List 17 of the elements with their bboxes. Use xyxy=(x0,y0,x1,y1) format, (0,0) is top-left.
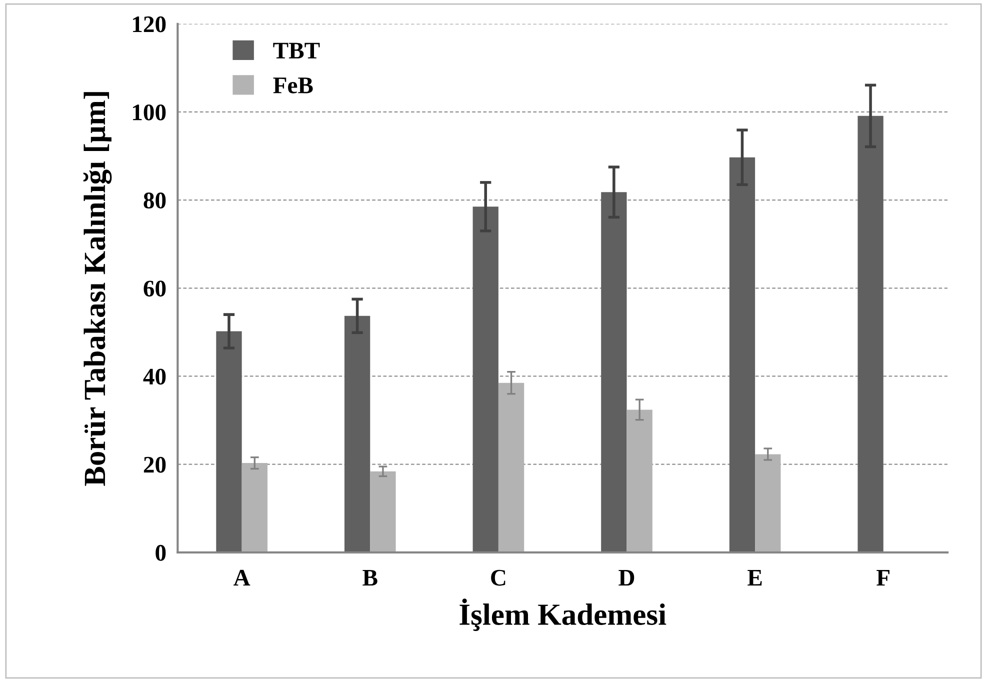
y-tick-label: 120 xyxy=(133,16,166,32)
legend-label: FeB xyxy=(273,78,313,94)
y-tick-label: 0 xyxy=(156,544,166,561)
x-tick-label: A xyxy=(234,570,250,586)
y-tick-label: 100 xyxy=(133,104,166,120)
legend-label: TBT xyxy=(273,42,320,58)
x-tick-label: D xyxy=(618,570,634,586)
y-tick-label: 40 xyxy=(143,368,166,385)
y-tick-label: 80 xyxy=(144,192,166,208)
x-tick-label: C xyxy=(491,570,506,586)
y-tick-label: 60 xyxy=(144,280,166,297)
x-tick-label: B xyxy=(362,570,378,586)
y-tick-label: 20 xyxy=(144,456,166,473)
x-tick-label: E xyxy=(748,570,762,586)
x-tick-label: F xyxy=(876,570,890,586)
y-axis-title: Borür Tabakası Kalınlığı [µm] xyxy=(83,92,112,486)
x-axis-title: İşlem Kademesi xyxy=(460,598,666,632)
